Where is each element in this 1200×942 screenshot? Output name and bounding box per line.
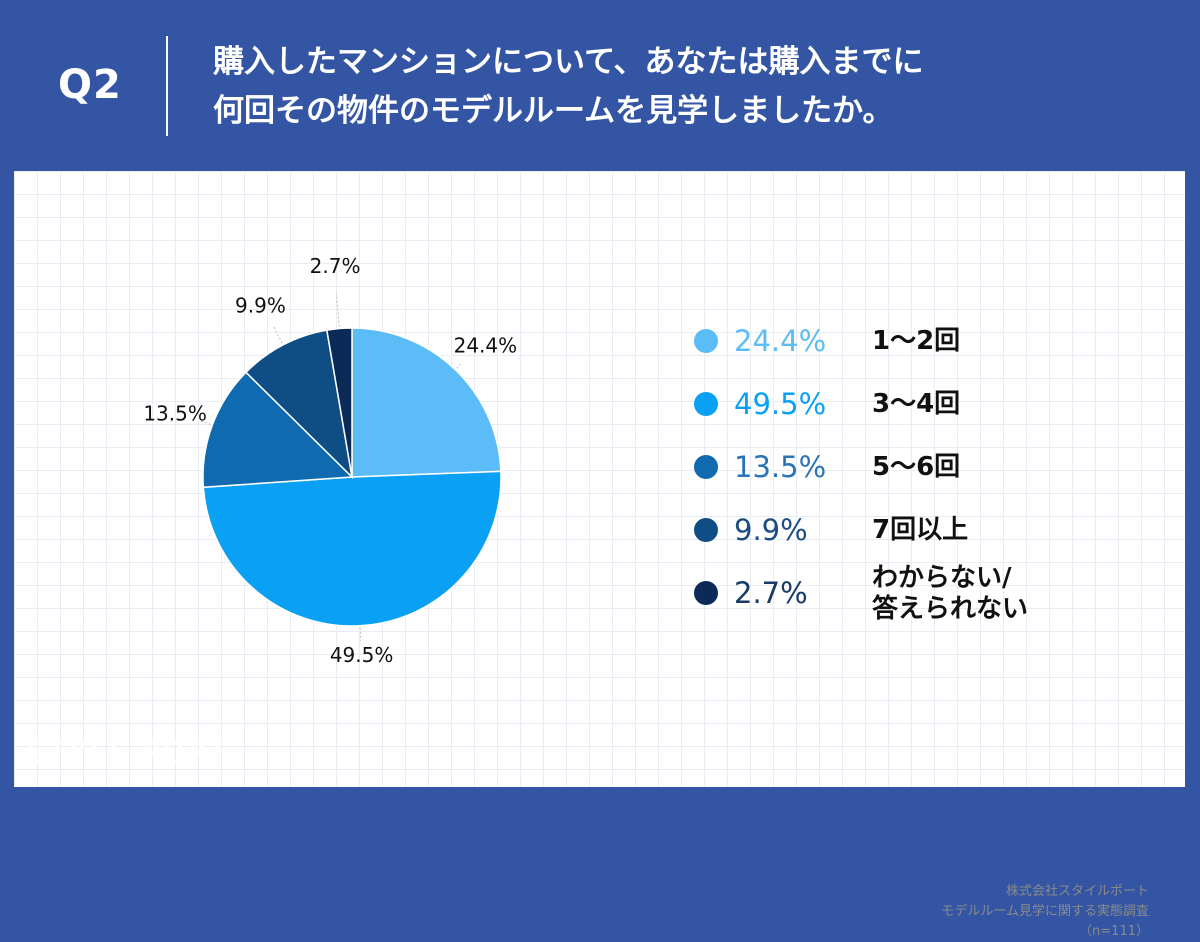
legend-dot-icon xyxy=(694,455,718,479)
legend-dot-icon xyxy=(694,392,718,416)
legend-label: 5〜6回 xyxy=(872,452,961,482)
legend-item: 49.5% 3〜4回 xyxy=(694,384,1114,424)
legend-label: 3〜4回 xyxy=(872,389,961,419)
chart-panel: 24.4% 49.5% 13.5% 9.9% 2.7% 24.4% 1〜2回 49.5%… xyxy=(14,171,1185,939)
legend-item: 24.4% 1〜2回 xyxy=(694,321,1114,361)
legend-label: 7回以上 xyxy=(872,515,969,545)
pie-slice xyxy=(351,327,502,478)
pie-slice xyxy=(202,371,354,489)
pie-chart: 24.4% 49.5% 13.5% 9.9% 2.7% xyxy=(143,254,518,667)
data-label: 2.7% xyxy=(310,254,361,278)
pie-slice xyxy=(325,327,353,478)
source-company: 株式会社スタイルポート xyxy=(1005,884,1149,899)
legend-label: わからない/ 答えられない xyxy=(872,563,1029,624)
legend-percentage: 24.4% xyxy=(734,324,827,358)
question-number: Q2 xyxy=(58,62,122,108)
legend-dot-icon xyxy=(694,518,718,542)
question-line-1: 購入したマンションについて、あなたは購入までに xyxy=(213,44,924,80)
pie-slice xyxy=(244,329,354,480)
legend-item: 13.5% 5〜6回 xyxy=(694,447,1114,487)
header: Q2 購入したマンションについて、あなたは購入までに 何回その物件のモデルルーム… xyxy=(0,0,1200,170)
legend-percentage: 2.7% xyxy=(734,576,808,610)
data-label: 13.5% xyxy=(143,402,207,426)
style-port-logo: STYLE PORT xyxy=(28,738,230,769)
pie-slice xyxy=(202,470,502,627)
legend-percentage: 49.5% xyxy=(734,387,827,421)
data-label: 24.4% xyxy=(454,333,518,357)
legend-percentage: 13.5% xyxy=(734,450,827,484)
source-sample-size: （n=111） xyxy=(1079,924,1149,939)
legend-percentage: 9.9% xyxy=(734,513,808,547)
leader-line xyxy=(273,326,283,344)
question-text: 購入したマンションについて、あなたは購入までに 何回その物件のモデルルームを見学… xyxy=(213,38,924,136)
data-label: 9.9% xyxy=(235,293,286,317)
legend-dot-icon xyxy=(694,329,718,353)
leader-line xyxy=(359,627,362,641)
leader-line xyxy=(456,362,463,369)
legend-dot-icon xyxy=(694,581,718,605)
source-note: 株式会社スタイルポート モデルルーム見学に関する実態調査 （n=111） xyxy=(941,882,1149,942)
leader-line xyxy=(199,420,211,425)
source-survey: モデルルーム見学に関する実態調査 xyxy=(941,904,1149,919)
legend-item: 9.9% 7回以上 xyxy=(694,510,1114,550)
data-label: 49.5% xyxy=(330,643,394,667)
question-line-2: 何回その物件のモデルルームを見学しましたか。 xyxy=(213,93,894,129)
legend-item: 2.7% わからない/ 答えられない xyxy=(694,563,1114,624)
header-divider xyxy=(166,36,168,136)
leader-line xyxy=(335,293,340,327)
legend-label: 1〜2回 xyxy=(872,326,961,356)
